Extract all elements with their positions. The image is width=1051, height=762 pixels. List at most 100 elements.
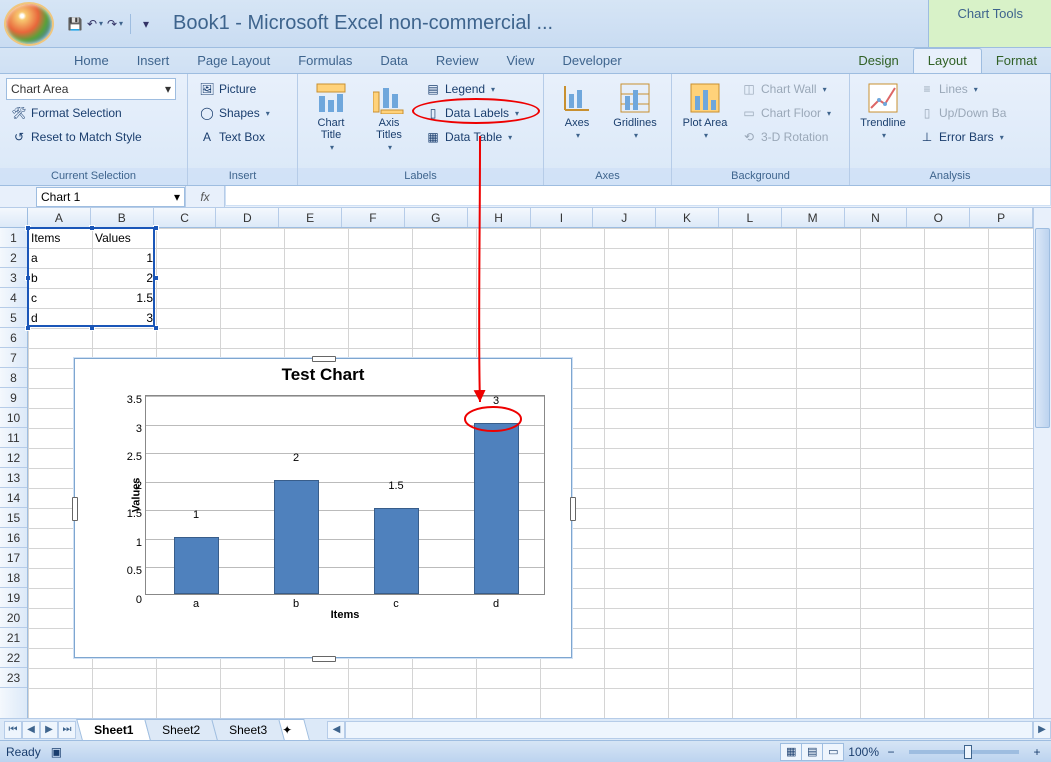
col-header[interactable]: E xyxy=(279,208,342,227)
row-header[interactable]: 15 xyxy=(0,508,27,528)
chart-floor-button[interactable]: ▭Chart Floor xyxy=(736,102,836,124)
col-header[interactable]: G xyxy=(405,208,468,227)
layout-view-icon[interactable]: ▤ xyxy=(801,743,823,761)
tab-view[interactable]: View xyxy=(493,49,549,73)
row-header[interactable]: 7 xyxy=(0,348,27,368)
row-header[interactable]: 16 xyxy=(0,528,27,548)
col-header[interactable]: O xyxy=(907,208,970,227)
zoom-out-button[interactable]: − xyxy=(883,745,899,759)
column-headers[interactable]: ABCDEFGHIJKLMNOP xyxy=(28,208,1033,228)
redo-icon[interactable]: ↷ xyxy=(106,15,124,33)
data-labels-button[interactable]: ▯Data Labels xyxy=(420,102,524,124)
row-header[interactable]: 12 xyxy=(0,448,27,468)
formula-input[interactable] xyxy=(225,186,1051,206)
row-header[interactable]: 8 xyxy=(0,368,27,388)
row-header[interactable]: 18 xyxy=(0,568,27,588)
col-header[interactable]: K xyxy=(656,208,719,227)
qat-more-icon[interactable]: ▾ xyxy=(137,15,155,33)
row-header[interactable]: 4 xyxy=(0,288,27,308)
fx-button[interactable]: fx xyxy=(185,186,225,207)
chart-title-text[interactable]: Test Chart xyxy=(75,359,571,387)
zoom-level[interactable]: 100% xyxy=(848,745,879,759)
row-header[interactable]: 22 xyxy=(0,648,27,668)
col-header[interactable]: B xyxy=(91,208,154,227)
col-header[interactable]: L xyxy=(719,208,782,227)
tab-design[interactable]: Design xyxy=(844,49,912,73)
row-header[interactable]: 6 xyxy=(0,328,27,348)
sheet-tab-sheet2[interactable]: Sheet2 xyxy=(145,719,219,740)
reset-style-button[interactable]: ↺ Reset to Match Style xyxy=(6,126,181,148)
shapes-button[interactable]: ◯Shapes xyxy=(194,102,275,124)
col-header[interactable]: D xyxy=(216,208,279,227)
nav-prev-icon[interactable]: ◀ xyxy=(22,721,40,739)
scrollbar-thumb[interactable] xyxy=(1035,228,1050,428)
row-header[interactable]: 21 xyxy=(0,628,27,648)
row-header[interactable]: 19 xyxy=(0,588,27,608)
format-selection-button[interactable]: 🛠 Format Selection xyxy=(6,102,181,124)
row-header[interactable]: 5 xyxy=(0,308,27,328)
vertical-scrollbar[interactable] xyxy=(1033,208,1051,718)
error-bars-button[interactable]: ⊥Error Bars xyxy=(914,126,1011,148)
select-all-corner[interactable] xyxy=(0,208,28,228)
scroll-left-icon[interactable]: ◀ xyxy=(327,721,345,739)
sheet-tab-sheet1[interactable]: Sheet1 xyxy=(76,719,151,740)
row-header[interactable]: 17 xyxy=(0,548,27,568)
tab-home[interactable]: Home xyxy=(60,49,123,73)
row-header[interactable]: 20 xyxy=(0,608,27,628)
bar-b[interactable] xyxy=(274,480,319,594)
chart-element-selector[interactable]: Chart Area▾ xyxy=(6,78,176,100)
chart-title-button[interactable]: Chart Title xyxy=(304,78,358,155)
picture-button[interactable]: 🖼Picture xyxy=(194,78,275,100)
row-header[interactable]: 13 xyxy=(0,468,27,488)
data-label-d[interactable]: 3 xyxy=(493,395,499,409)
row-header[interactable]: 23 xyxy=(0,668,27,688)
axis-titles-button[interactable]: Axis Titles xyxy=(362,78,416,155)
tab-nav-buttons[interactable]: ⏮◀▶⏭ xyxy=(0,721,80,739)
legend-button[interactable]: ▤Legend xyxy=(420,78,524,100)
bar-a[interactable] xyxy=(174,537,219,594)
new-sheet-button[interactable]: ✦ xyxy=(279,719,311,740)
tab-insert[interactable]: Insert xyxy=(123,49,184,73)
data-label-b[interactable]: 2 xyxy=(293,452,299,466)
bar-d[interactable] xyxy=(474,423,519,594)
pagebreak-view-icon[interactable]: ▭ xyxy=(822,743,844,761)
nav-last-icon[interactable]: ⏭ xyxy=(58,721,76,739)
data-table-button[interactable]: ▦Data Table xyxy=(420,126,524,148)
chart-wall-button[interactable]: ◫Chart Wall xyxy=(736,78,836,100)
macro-record-icon[interactable]: ▣ xyxy=(51,745,62,759)
nav-next-icon[interactable]: ▶ xyxy=(40,721,58,739)
name-box[interactable]: Chart 1▾ xyxy=(36,187,185,207)
chart-x-axis-label[interactable]: Items xyxy=(145,609,545,621)
col-header[interactable]: N xyxy=(845,208,908,227)
row-header[interactable]: 10 xyxy=(0,408,27,428)
trendline-button[interactable]: Trendline xyxy=(856,78,910,143)
data-label-c[interactable]: 1.5 xyxy=(388,480,403,494)
row-headers[interactable]: 1234567891011121314151617181920212223 xyxy=(0,228,28,718)
scroll-right-icon[interactable]: ▶ xyxy=(1033,721,1051,739)
lines-button[interactable]: ≡Lines xyxy=(914,78,1011,100)
row-header[interactable]: 9 xyxy=(0,388,27,408)
axes-button[interactable]: Axes xyxy=(550,78,604,143)
chart-plot-area[interactable]: Values Items 00.511.522.533.51a2b1.5c3d xyxy=(145,395,545,595)
horizontal-scrollbar[interactable]: ◀ ▶ xyxy=(327,721,1051,739)
tab-formulas[interactable]: Formulas xyxy=(284,49,366,73)
tab-developer[interactable]: Developer xyxy=(548,49,635,73)
zoom-in-button[interactable]: + xyxy=(1029,745,1045,759)
row-header[interactable]: 3 xyxy=(0,268,27,288)
row-header[interactable]: 11 xyxy=(0,428,27,448)
tab-data[interactable]: Data xyxy=(366,49,421,73)
normal-view-icon[interactable]: ▦ xyxy=(780,743,802,761)
tab-review[interactable]: Review xyxy=(422,49,493,73)
gridlines-button[interactable]: Gridlines xyxy=(608,78,662,143)
save-icon[interactable]: 💾 xyxy=(66,15,84,33)
col-header[interactable]: P xyxy=(970,208,1033,227)
col-header[interactable]: M xyxy=(782,208,845,227)
updown-bars-button[interactable]: ▯Up/Down Ba xyxy=(914,102,1011,124)
col-header[interactable]: I xyxy=(531,208,594,227)
col-header[interactable]: J xyxy=(593,208,656,227)
col-header[interactable]: C xyxy=(154,208,217,227)
data-label-a[interactable]: 1 xyxy=(193,509,199,523)
row-header[interactable]: 1 xyxy=(0,228,27,248)
tab-format[interactable]: Format xyxy=(982,49,1051,73)
row-header[interactable]: 2 xyxy=(0,248,27,268)
